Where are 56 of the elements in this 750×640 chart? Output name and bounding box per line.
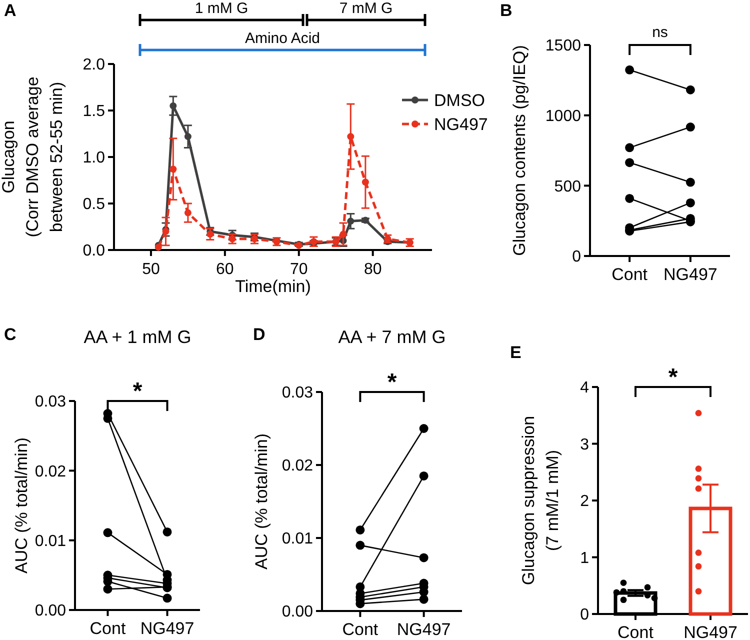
x-tick-label: NG497 (396, 620, 451, 639)
chart-title: AA + 7 mM G (338, 327, 446, 347)
x-tick-label: Cont (342, 620, 378, 639)
y-tick-label: 1.0 (82, 150, 106, 167)
x-tick-label: NG497 (684, 623, 738, 640)
legend-label: NG497 (434, 114, 488, 134)
text: ns (652, 24, 668, 41)
y-axis-title: Glucagon contents (pg/IEQ) (510, 45, 529, 256)
y-axis-title: AUC (% total/min) (12, 437, 31, 574)
x-tick-label: 50 (142, 261, 160, 278)
y-tick-label: 0.03 (282, 384, 314, 402)
y-tick-label: 3 (580, 436, 590, 454)
x-tick-label: 80 (364, 261, 382, 278)
y-tick-label: 500 (554, 178, 582, 196)
y-tick-label: 0.01 (282, 530, 314, 548)
y-tick-label: 0.02 (34, 463, 66, 480)
x-tick-label: Cont (618, 623, 654, 640)
y-tick-label: 4 (580, 380, 590, 397)
text: B (500, 1, 512, 20)
y-tick-label: 0.0 (82, 242, 106, 260)
x-tick-label: Cont (90, 619, 126, 638)
y-tick-label: 2 (580, 493, 590, 510)
y-tick-label: 1000 (545, 108, 582, 125)
y-tick-label: 1500 (545, 38, 582, 55)
y-tick-label: 0 (580, 606, 590, 624)
x-tick-label: NG497 (140, 619, 194, 638)
y-axis-title: Glucagon (Corr DMSO average between 52-55 min) (0, 76, 66, 238)
x-tick-label: 70 (290, 261, 308, 278)
text: 1 mM G (194, 0, 248, 17)
y-tick-label: 0.00 (282, 604, 314, 621)
annotation: * (668, 364, 678, 391)
text: A (4, 1, 16, 20)
x-tick-label: 60 (216, 261, 234, 278)
text: 7 mM G (339, 0, 393, 17)
y-tick-label: 0.03 (34, 394, 66, 411)
text: D (253, 325, 266, 344)
legend-label: DMSO (434, 90, 485, 110)
chart-title: AA + 1 mM G (84, 327, 192, 347)
text: E (510, 343, 522, 362)
y-tick-label: 2.0 (82, 56, 106, 74)
y-tick-label: 0.00 (34, 602, 66, 620)
text: C (4, 325, 16, 344)
x-tick-label: NG497 (663, 265, 718, 284)
x-axis-title: Time(min) (235, 277, 311, 296)
y-tick-label: 0 (572, 248, 582, 266)
y-tick-label: 1 (580, 550, 590, 567)
y-tick-label: 0.01 (34, 532, 66, 550)
y-axis-title: Glucagon suppression (7 mM/1 mM) (519, 416, 562, 586)
y-tick-label: 1.5 (82, 103, 106, 120)
y-tick-label: 0.5 (82, 196, 106, 214)
annotation: * (132, 378, 143, 405)
y-axis-title: AUC (% total/min) (252, 433, 271, 570)
x-tick-label: Cont (612, 265, 648, 284)
annotation: * (387, 369, 398, 396)
y-tick-label: 0.02 (282, 458, 314, 475)
text: Amino Acid (244, 30, 320, 47)
